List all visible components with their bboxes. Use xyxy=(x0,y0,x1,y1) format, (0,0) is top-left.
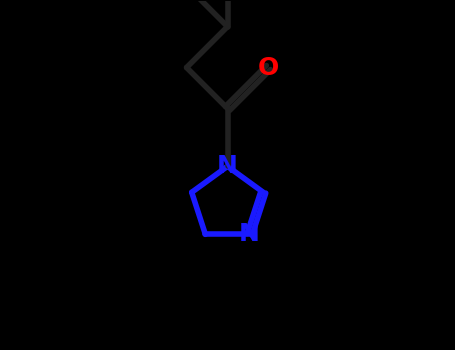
Text: N: N xyxy=(239,222,260,246)
Text: O: O xyxy=(258,56,279,79)
Text: N: N xyxy=(217,154,238,178)
